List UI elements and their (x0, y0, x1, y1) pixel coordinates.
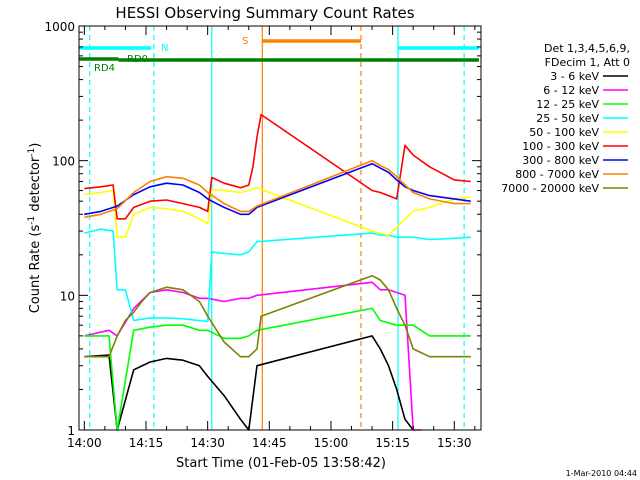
x-tick-label-0: 14:00 (67, 436, 102, 450)
y-label-main: Count Rate (s (28, 225, 43, 314)
legend-label-7: 800 - 7000 keV (515, 168, 599, 181)
y-axis-label: Count Rate (s-1 detector-1) (27, 143, 43, 314)
x-tick-label-5: 15:15 (375, 436, 410, 450)
plot-frame (78, 25, 482, 431)
x-tick-label-2: 14:30 (190, 436, 225, 450)
x-tick-label-6: 15:30 (437, 436, 472, 450)
y-tick-label-0: 1 (67, 424, 75, 438)
y-label-sup2: -1 (27, 148, 37, 157)
state-bar-label-S: S (242, 36, 248, 47)
series-line-8 (84, 274, 471, 358)
chart-title: HESSI Observing Summary Count Rates (115, 4, 414, 22)
axes: 14:00 14:15 14:30 14:45 15:00 15:15 15:30 1 10 10… (44, 20, 482, 450)
state-bar-label-N: N (161, 43, 168, 54)
legend-label-0: 3 - 6 keV (550, 70, 599, 83)
legend-label-1: 6 - 12 keV (543, 84, 599, 97)
legend-label-6: 300 - 800 keV (522, 154, 599, 167)
legend-label-3: 25 - 50 keV (536, 112, 599, 125)
legend-label-8: 7000 - 20000 keV (501, 182, 599, 195)
legend-label-2: 12 - 25 keV (536, 98, 599, 111)
series-line-4 (84, 186, 471, 238)
series-line-2 (84, 307, 471, 431)
x-tick-label-4: 15:00 (314, 436, 349, 450)
y-tick-label-3: 1000 (44, 20, 75, 34)
legend-header-0: Det 1,3,4,5,6,9, (544, 42, 630, 55)
y-label-end: ) (28, 143, 43, 148)
y-tick-label-2: 100 (52, 155, 75, 169)
state-bar-label-RD4: RD4 (94, 63, 115, 74)
legend-label-5: 100 - 300 keV (522, 140, 599, 153)
series-line-1 (84, 281, 422, 431)
x-tick-label-3: 14:45 (252, 436, 287, 450)
series-line-5 (84, 113, 471, 220)
y-label-sup1: -1 (27, 216, 37, 225)
x-tick-label-1: 14:15 (129, 436, 164, 450)
timestamp-label: 1-Mar-2010 04:44 (566, 469, 637, 478)
series-line-7 (84, 159, 471, 219)
plot-area: NSRD0RD4 (79, 26, 479, 431)
y-tick-label-1: 10 (60, 289, 75, 303)
series-line-0 (84, 335, 414, 431)
legend-header-1: FDecim 1, Att 0 (545, 56, 630, 69)
legend: Det 1,3,4,5,6,9,FDecim 1, Att 03 - 6 keV… (501, 42, 630, 195)
legend-label-4: 50 - 100 keV (529, 126, 599, 139)
series-line-3 (84, 228, 471, 323)
series-line-6 (84, 162, 471, 216)
x-axis-label: Start Time (01-Feb-05 13:58:42) (176, 456, 386, 471)
y-label-mid: detector (28, 156, 43, 216)
